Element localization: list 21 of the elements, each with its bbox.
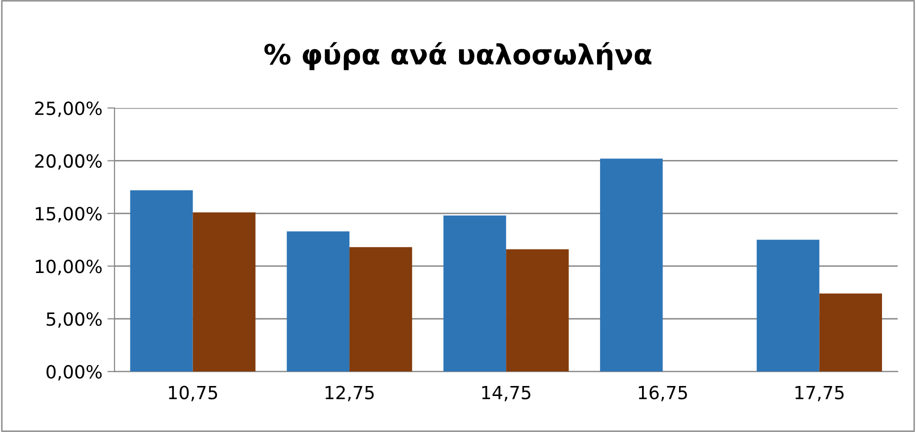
y-tick-label: 10,00% xyxy=(36,260,102,276)
x-tick-label: 12,75 xyxy=(326,386,374,402)
bar xyxy=(819,294,882,372)
y-tick-label: 5,00% xyxy=(46,312,102,328)
y-tick-label: 15,00% xyxy=(36,206,102,222)
bar xyxy=(756,240,820,372)
x-tick-label: 10,75 xyxy=(168,386,218,402)
chart-title: % φύρα ανά υαλοσωλήνα xyxy=(264,42,652,70)
bar xyxy=(286,231,350,372)
y-tick-label: 25,00% xyxy=(35,101,102,117)
x-tick-label: 17,75 xyxy=(796,386,844,402)
x-tick-label: 16,75 xyxy=(638,386,687,402)
x-tick-label: 14,75 xyxy=(482,386,530,402)
y-tick-label: 20,00% xyxy=(35,154,102,170)
bar xyxy=(130,190,193,372)
bar xyxy=(443,216,506,372)
bar xyxy=(506,249,569,372)
bar xyxy=(600,158,663,372)
bar xyxy=(192,212,256,372)
bar xyxy=(349,247,412,372)
y-tick-label: 0,00% xyxy=(46,364,102,380)
